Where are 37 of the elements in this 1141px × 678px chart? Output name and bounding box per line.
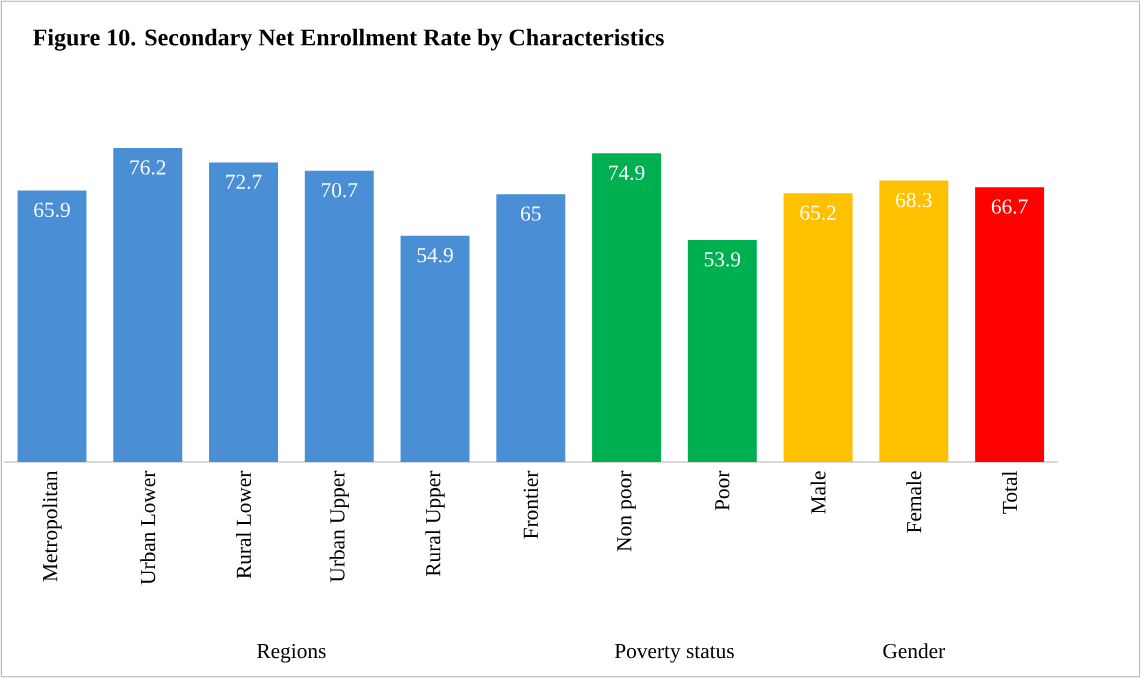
bar [975,187,1045,462]
data-label: 65.9 [34,202,70,218]
x-tick-label: Metropolitan [42,470,62,582]
x-tick-label: Female [906,471,922,533]
data-label: 65 [521,206,541,221]
x-tick-label: Total [1002,471,1018,514]
text: Poverty status [614,644,734,663]
data-label: 54.9 [417,248,453,263]
x-tick-label: Rural Lower [236,470,252,579]
bar [783,193,853,462]
x-tick-label: Male [810,471,826,514]
data-label: 72.7 [226,174,262,190]
bar [879,180,949,462]
data-label: 76.2 [130,160,166,175]
bar [592,153,662,462]
bar [496,194,566,462]
text: Gender [883,643,946,659]
bar [209,162,278,462]
x-tick-label: Urban Upper [329,470,349,583]
bar [400,235,470,462]
x-tick-label: Urban Lower [140,470,156,585]
x-tick-label: Frontier [523,470,538,539]
x-tick-label: Poor [715,470,730,511]
x-tick-label: Rural Upper [425,470,445,577]
bar [113,148,183,462]
text: Regions [257,643,326,663]
bar [687,239,757,462]
data-label: 68.3 [896,192,932,208]
bar [17,190,87,462]
chart-title: Figure 10. Secondary Net Enrollment Rate by Characteristics [33,28,664,51]
data-label: 70.7 [322,182,358,198]
data-label: 66.7 [991,199,1028,214]
data-label: 53.9 [704,252,741,267]
data-label: 65.2 [800,205,836,221]
bar [304,170,374,462]
data-label: 74.9 [609,165,645,181]
x-tick-label: Non poor [617,470,636,552]
